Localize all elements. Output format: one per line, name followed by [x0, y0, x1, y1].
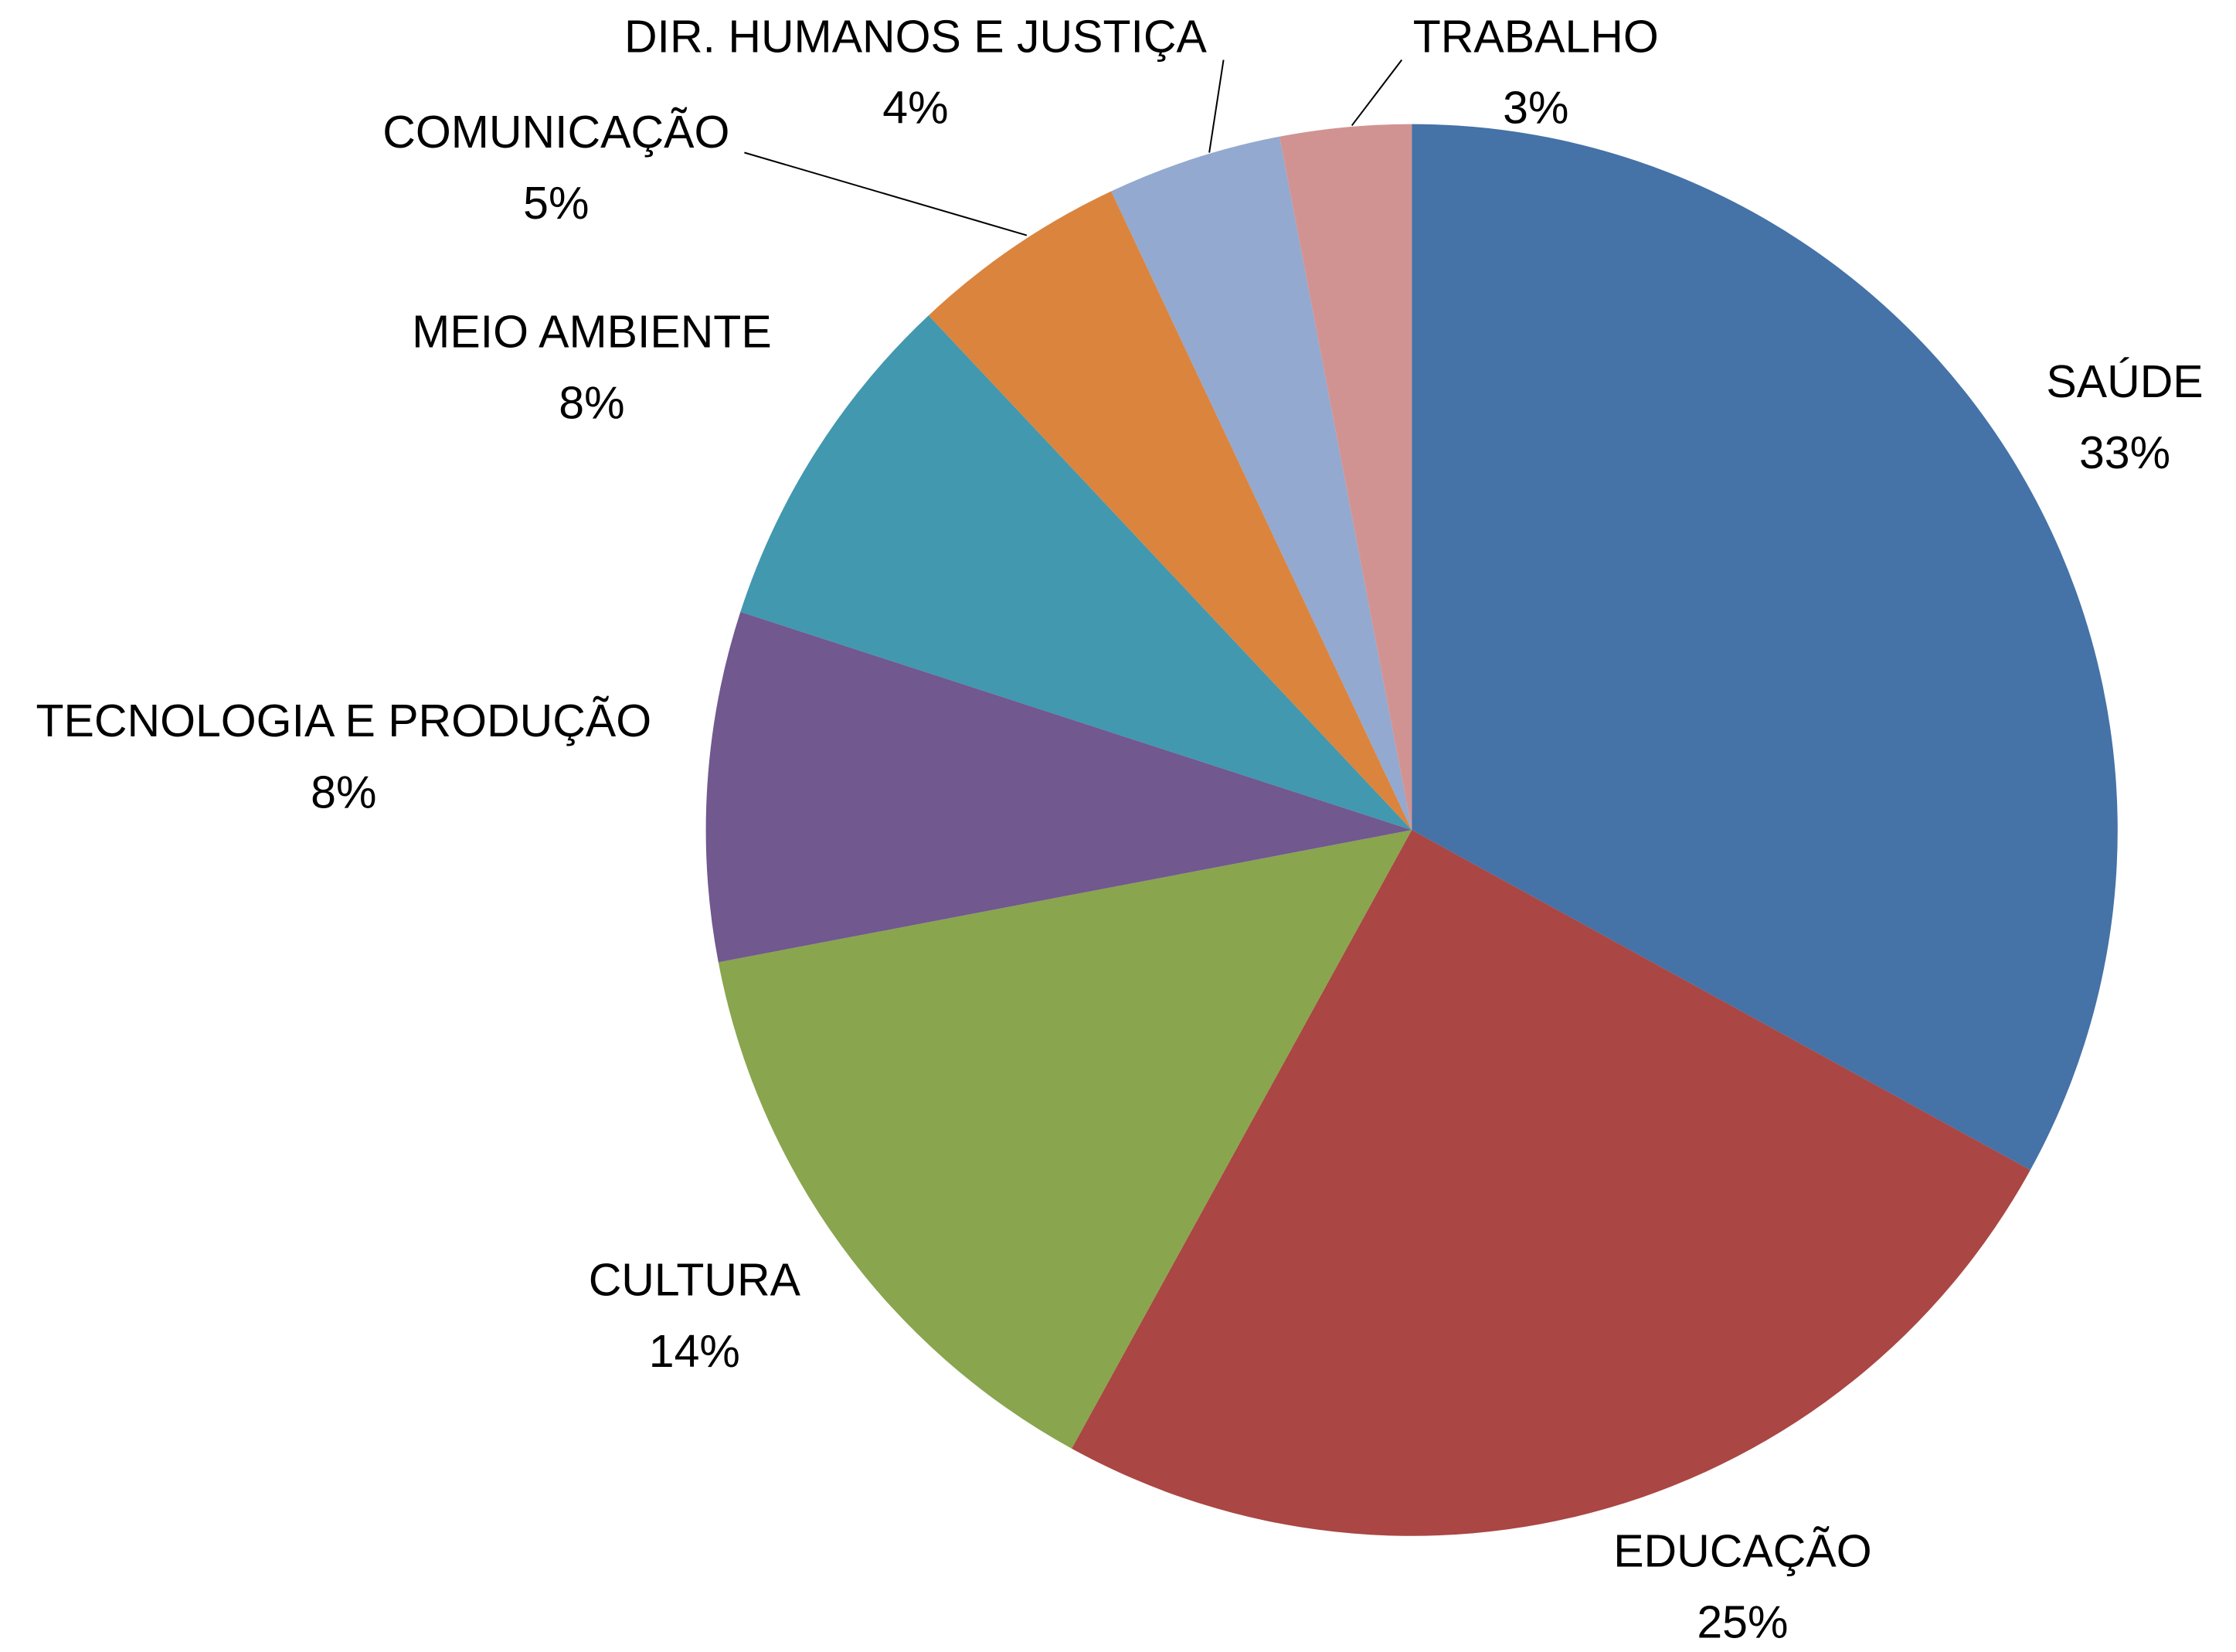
slice-label: DIR. HUMANOS E JUSTIÇA: [624, 11, 1208, 62]
leader-line: [1208, 59, 1225, 153]
slice-value-label: 8%: [311, 767, 376, 818]
leader-line: [744, 151, 1028, 236]
slice-label: TRABALHO: [1413, 11, 1659, 62]
slice-value-label: 4%: [882, 83, 948, 134]
leader-line: [1351, 59, 1403, 127]
slice-value-label: 25%: [1697, 1597, 1788, 1648]
slice-value-label: 3%: [1503, 83, 1568, 134]
slice-label: SAÚDE: [2046, 356, 2203, 407]
slice-value-label: 8%: [559, 378, 624, 429]
slice-label: MEIO AMBIENTE: [412, 306, 772, 357]
slice-label: TECNOLOGIA E PRODUÇÃO: [36, 695, 651, 746]
slice-value-label: 5%: [523, 178, 589, 229]
pie-slice: [928, 191, 1412, 831]
pie-slice: [705, 611, 1412, 963]
slice-value-label: 33%: [2079, 427, 2170, 478]
pie-slice: [1111, 136, 1412, 831]
slice-label: COMUNICAÇÃO: [382, 107, 729, 158]
pie-slice: [1412, 124, 2118, 1171]
slice-value-label: 14%: [649, 1326, 740, 1377]
slice-label: EDUCAÇÃO: [1613, 1525, 1871, 1576]
pie-slice: [740, 315, 1412, 831]
pie-slice: [1072, 830, 2030, 1536]
pie-slice: [718, 830, 1412, 1449]
slice-label: CULTURA: [589, 1255, 801, 1306]
pie-slice: [1279, 124, 1412, 831]
